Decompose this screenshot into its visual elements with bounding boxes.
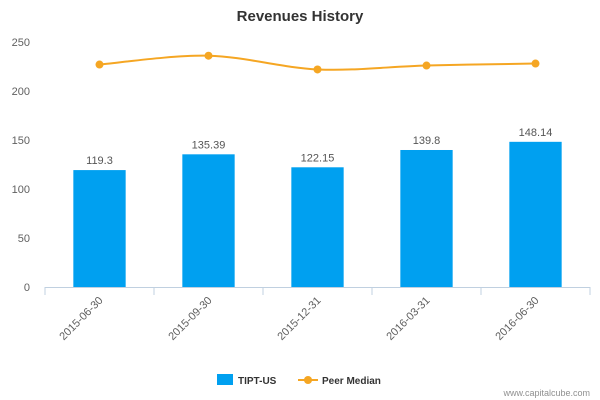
x-tick-label: 2016-03-31 [384,295,432,343]
peer-median-point [313,65,322,74]
bar-value-label: 119.3 [86,155,113,167]
x-axis: 2015-06-30 2015-09-30 2015-12-31 2016-03-31… [44,287,591,343]
y-tick-label: 200 [12,86,30,98]
peer-median-point [204,51,213,60]
legend: TIPT-US Peer Median [217,374,381,387]
x-tick-label: 2015-09-30 [166,295,214,343]
bar-value-labels: 119.3 135.39 122.15 139.8 148.14 [86,127,552,167]
bar-tipt-us [182,154,235,287]
bar-value-label: 122.15 [301,152,335,164]
y-tick-label: 150 [12,135,30,147]
bar-tipt-us [400,149,453,287]
legend-marker-peer-median [304,376,312,384]
bar-series [73,141,562,287]
y-tick-label: 250 [12,37,30,49]
peer-median-point [531,59,540,68]
y-tick-label: 0 [24,282,30,294]
y-axis: 0 50 100 150 200 250 [12,37,30,294]
peer-median-point [95,60,104,69]
peer-median-series [95,51,540,74]
y-tick-label: 100 [12,184,30,196]
legend-swatch-tipt-us [217,374,233,385]
bar-tipt-us [291,167,344,287]
legend-label-tipt-us: TIPT-US [238,376,277,387]
legend-label-peer-median: Peer Median [322,376,381,387]
bar-tipt-us [73,170,126,287]
y-tick-label: 50 [18,233,30,245]
chart-title: Revenues History [237,8,364,25]
x-tick-label: 2015-12-31 [275,295,323,343]
credit-text: www.capitalcube.com [502,388,590,398]
bar-value-label: 135.39 [192,139,226,151]
peer-median-point [422,61,431,70]
x-tick-label: 2016-06-30 [493,295,541,343]
bar-value-label: 139.8 [413,135,441,147]
x-tick-label: 2015-06-30 [57,295,105,343]
bar-value-label: 148.14 [519,127,553,139]
bar-tipt-us [509,141,562,287]
